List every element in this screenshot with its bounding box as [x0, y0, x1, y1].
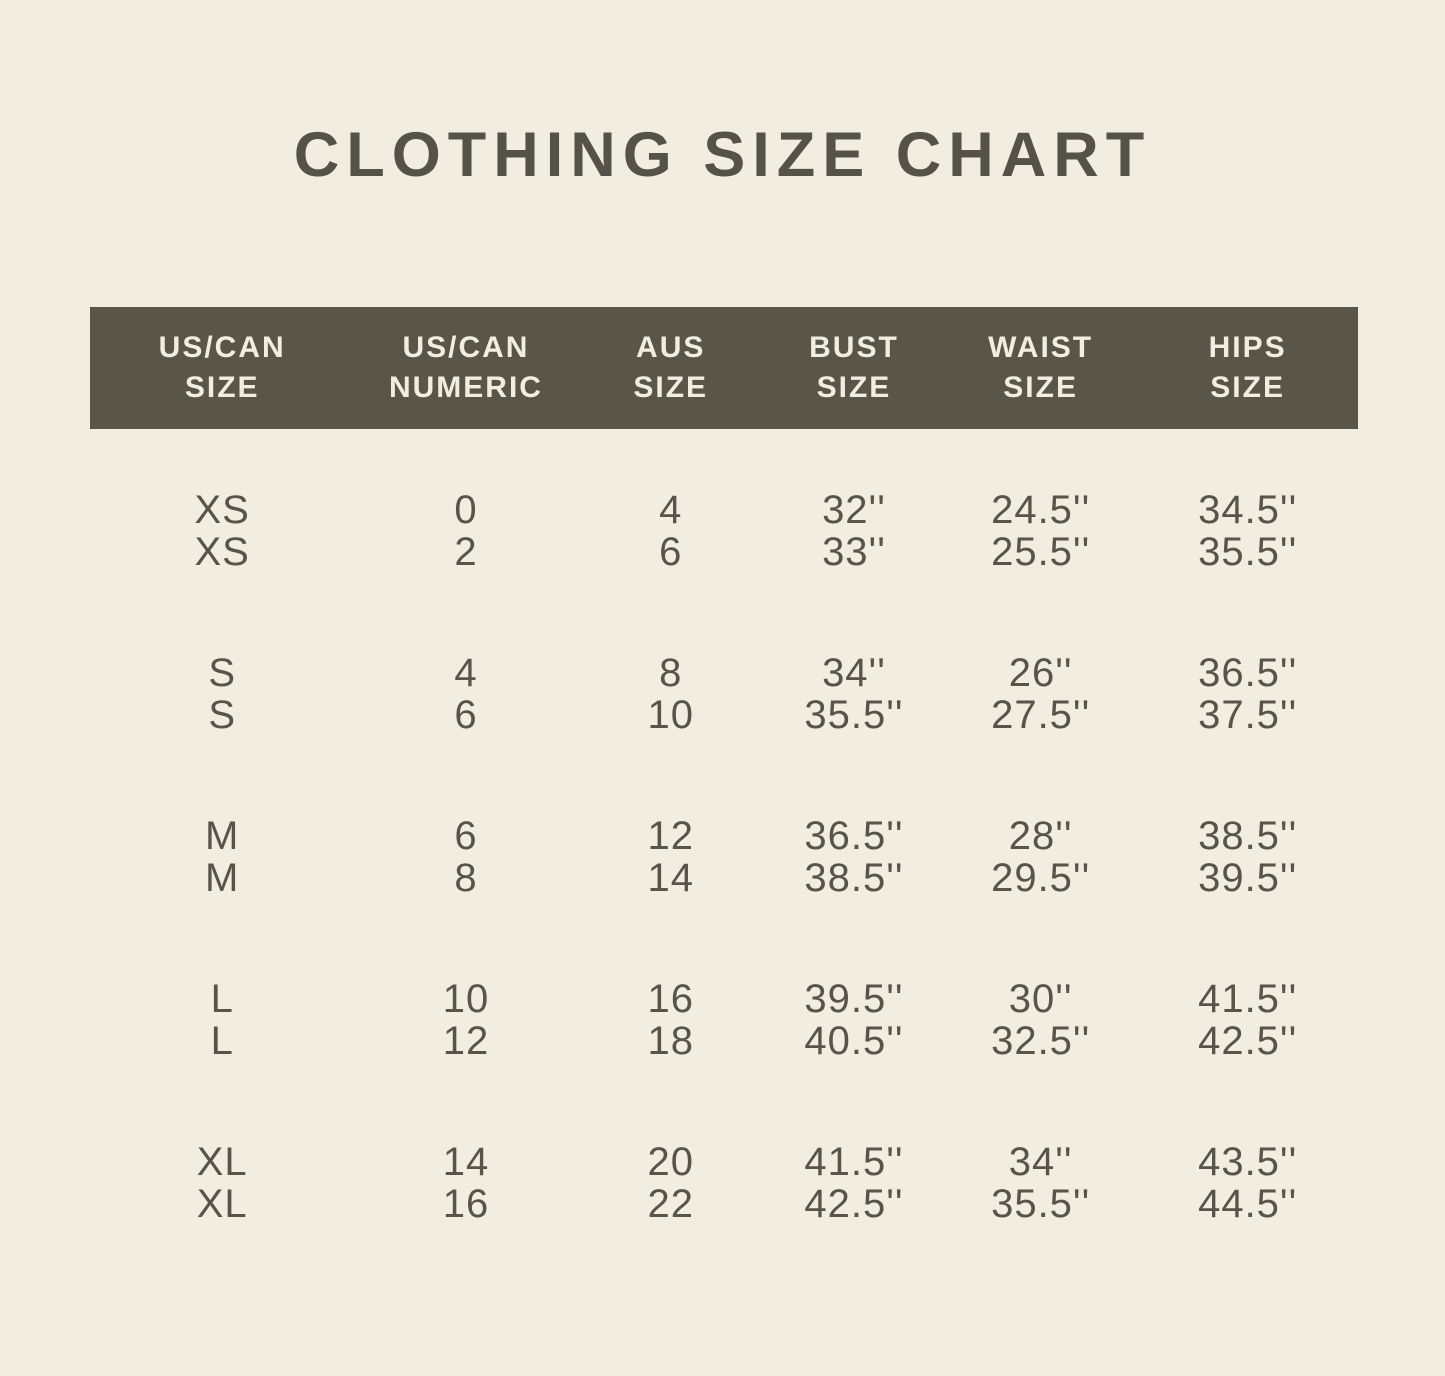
cell-waist-size: 32.5'' [991, 1019, 1091, 1063]
table-row-s-6: S 6 10 35.5'' 27.5'' 37.5'' [90, 694, 1358, 736]
cell-aus-size: 14 [647, 856, 694, 900]
header-cell-us-can-size: US/CAN SIZE [90, 328, 354, 408]
cell-us-can-size: M [205, 856, 240, 900]
cell-waist-size: 30'' [1008, 977, 1073, 1021]
cell-waist-size: 29.5'' [991, 856, 1091, 900]
header-cell-us-can-numeric: US/CAN NUMERIC [354, 328, 577, 408]
header-label-line1: US/CAN [402, 331, 530, 364]
cell-us-can-numeric: 10 [442, 977, 490, 1021]
cell-us-can-size: S [208, 651, 237, 695]
cell-us-can-numeric: 4 [454, 651, 478, 695]
table-row-xs-0: XS 0 4 32'' 24.5'' 34.5'' [90, 489, 1358, 531]
cell-bust-size: 35.5'' [804, 693, 904, 737]
table-header: US/CAN SIZE US/CAN NUMERIC AUS SIZE BUST… [90, 307, 1358, 429]
header-label-line1: HIPS [1208, 331, 1287, 364]
header-cell-waist-size: WAIST SIZE [944, 328, 1137, 408]
cell-us-can-size: L [210, 1019, 234, 1063]
cell-hips-size: 36.5'' [1198, 651, 1298, 695]
cell-bust-size: 39.5'' [804, 977, 904, 1021]
cell-bust-size: 33'' [822, 530, 886, 574]
cell-bust-size: 38.5'' [804, 856, 904, 900]
cell-bust-size: 41.5'' [804, 1140, 904, 1184]
table-row-m-6: M 6 12 36.5'' 28'' 38.5'' [90, 815, 1358, 857]
cell-bust-size: 32'' [822, 488, 886, 532]
header-label-line2: SIZE [633, 371, 709, 404]
cell-aus-size: 10 [647, 693, 694, 737]
cell-bust-size: 40.5'' [804, 1019, 904, 1063]
table-row-xl-16: XL 16 22 42.5'' 35.5'' 44.5'' [90, 1183, 1358, 1225]
cell-aus-size: 18 [647, 1019, 694, 1063]
cell-bust-size: 34'' [822, 651, 886, 695]
cell-aus-size: 6 [659, 530, 683, 574]
cell-us-can-numeric: 12 [442, 1019, 490, 1063]
cell-aus-size: 12 [647, 814, 694, 858]
table-row-s-4: S 4 8 34'' 26'' 36.5'' [90, 652, 1358, 694]
cell-us-can-numeric: 6 [454, 693, 478, 737]
page-title: CLOTHING SIZE CHART [293, 120, 1152, 190]
header-label-line1: US/CAN [158, 331, 286, 364]
cell-waist-size: 24.5'' [991, 488, 1091, 532]
header-label-line2: SIZE [184, 371, 260, 404]
cell-us-can-size: S [208, 693, 237, 737]
table-row-l-12: L 12 18 40.5'' 32.5'' 42.5'' [90, 1020, 1358, 1062]
table-body: XS 0 4 32'' 24.5'' 34.5'' XS 2 6 33'' 25… [90, 429, 1358, 1225]
cell-aus-size: 4 [659, 488, 683, 532]
cell-hips-size: 34.5'' [1198, 488, 1298, 532]
cell-aus-size: 22 [647, 1182, 694, 1226]
cell-hips-size: 38.5'' [1198, 814, 1298, 858]
header-cell-hips-size: HIPS SIZE [1137, 328, 1358, 408]
cell-waist-size: 28'' [1008, 814, 1073, 858]
cell-us-can-numeric: 0 [454, 488, 478, 532]
header-cell-aus-size: AUS SIZE [578, 328, 764, 408]
cell-hips-size: 39.5'' [1198, 856, 1298, 900]
cell-us-can-size: XL [196, 1140, 248, 1184]
header-cell-bust-size: BUST SIZE [764, 328, 944, 408]
header-label-line1: AUS [636, 331, 706, 364]
cell-us-can-numeric: 14 [442, 1140, 490, 1184]
cell-aus-size: 16 [647, 977, 694, 1021]
cell-waist-size: 34'' [1008, 1140, 1073, 1184]
cell-us-can-numeric: 16 [442, 1182, 490, 1226]
cell-aus-size: 20 [647, 1140, 694, 1184]
table-row-xs-2: XS 2 6 33'' 25.5'' 35.5'' [90, 531, 1358, 573]
table-row-m-8: M 8 14 38.5'' 29.5'' 39.5'' [90, 857, 1358, 899]
cell-us-can-size: XS [194, 488, 250, 532]
cell-hips-size: 42.5'' [1198, 1019, 1298, 1063]
cell-us-can-numeric: 8 [454, 856, 478, 900]
cell-waist-size: 26'' [1008, 651, 1073, 695]
cell-waist-size: 25.5'' [991, 530, 1091, 574]
cell-us-can-size: XL [196, 1182, 248, 1226]
header-label-line1: WAIST [988, 331, 1094, 364]
cell-hips-size: 35.5'' [1198, 530, 1298, 574]
cell-us-can-numeric: 6 [454, 814, 478, 858]
cell-bust-size: 42.5'' [804, 1182, 904, 1226]
cell-waist-size: 27.5'' [991, 693, 1091, 737]
cell-bust-size: 36.5'' [804, 814, 904, 858]
cell-hips-size: 41.5'' [1198, 977, 1298, 1021]
cell-hips-size: 43.5'' [1198, 1140, 1298, 1184]
cell-hips-size: 37.5'' [1198, 693, 1298, 737]
size-table: US/CAN SIZE US/CAN NUMERIC AUS SIZE BUST… [90, 307, 1358, 1225]
table-row-xl-14: XL 14 20 41.5'' 34'' 43.5'' [90, 1141, 1358, 1183]
cell-us-can-size: XS [194, 530, 250, 574]
cell-aus-size: 8 [659, 651, 683, 695]
cell-us-can-size: L [210, 977, 234, 1021]
cell-hips-size: 44.5'' [1198, 1182, 1298, 1226]
cell-waist-size: 35.5'' [991, 1182, 1091, 1226]
cell-us-can-numeric: 2 [454, 530, 478, 574]
header-label-line2: SIZE [1003, 371, 1078, 404]
cell-us-can-size: M [205, 814, 240, 858]
header-label-line1: BUST [809, 331, 899, 364]
table-row-l-10: L 10 16 39.5'' 30'' 41.5'' [90, 978, 1358, 1020]
header-label-line2: SIZE [816, 371, 892, 404]
header-label-line2: SIZE [1210, 371, 1285, 404]
header-label-line2: NUMERIC [388, 371, 543, 404]
